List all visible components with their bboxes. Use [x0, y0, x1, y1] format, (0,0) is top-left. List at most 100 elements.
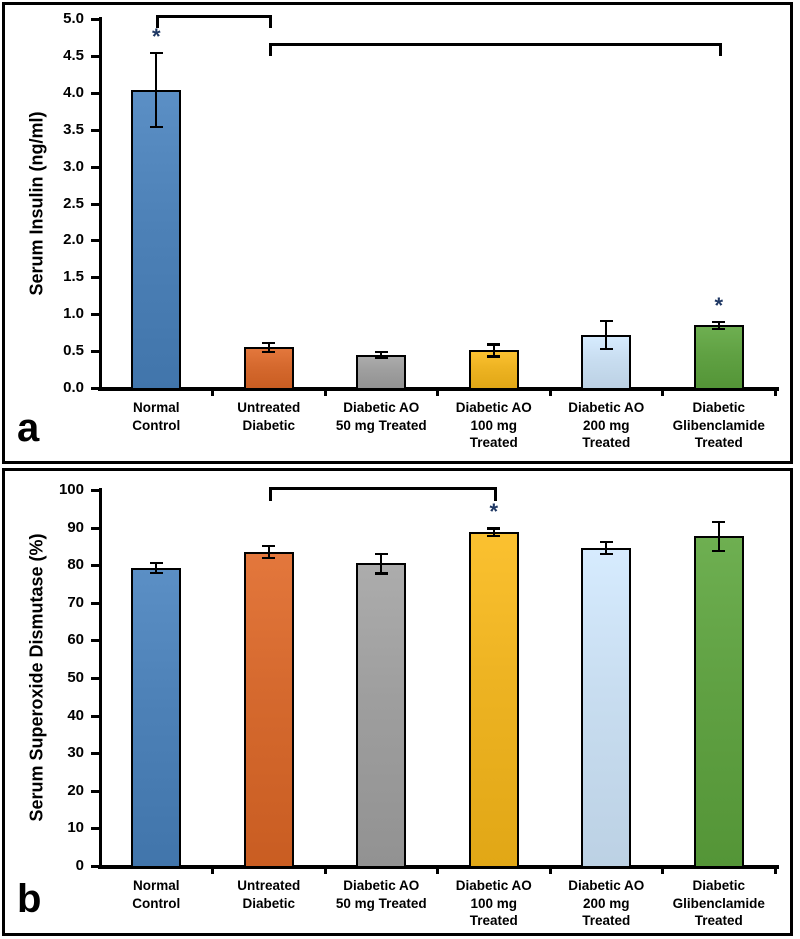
y-axis-tick — [91, 489, 100, 492]
y-tick-label: 2.0 — [63, 231, 84, 249]
significance-bracket-1-right-tick — [718, 43, 722, 56]
bar-0 — [131, 567, 182, 868]
error-bar-line-5 — [717, 521, 720, 551]
error-bar-line-2 — [380, 553, 383, 574]
error-bar-cap-bottom-0 — [149, 125, 163, 129]
x-axis-tick — [211, 868, 214, 874]
x-axis-tick — [773, 868, 777, 874]
significance-bracket-0-bar — [268, 487, 497, 490]
bar-5 — [693, 536, 744, 868]
y-axis-tick — [91, 752, 100, 756]
error-bar-line-0 — [155, 52, 158, 127]
x-category-label-0: Normal Control — [132, 400, 181, 433]
y-tick-label: 5.0 — [63, 10, 84, 27]
y-axis-tick — [91, 714, 100, 718]
y-axis-tick — [91, 350, 100, 354]
bar-3 — [468, 532, 519, 868]
x-category-label-2: Diabetic AO 50 mg Treated — [335, 878, 427, 911]
error-bar-cap-bottom-3 — [487, 355, 501, 358]
x-category-label-4: Diabetic AO 200 mg Treated — [568, 878, 645, 928]
y-axis-line — [99, 17, 102, 391]
significance-asterisk-bar-5: * — [714, 292, 724, 318]
x-category-label-5: Diabetic Glibenclamide Treated — [672, 878, 765, 928]
x-axis-line — [98, 865, 779, 869]
error-bar-cap-top-2 — [374, 552, 388, 556]
significance-bracket-0-right-tick — [268, 15, 272, 28]
y-tick-label: 80 — [67, 556, 84, 574]
significance-bracket-0-left-tick — [156, 15, 160, 28]
y-axis-tick — [91, 54, 100, 58]
y-axis-tick — [91, 564, 100, 568]
bar-3 — [468, 350, 519, 390]
y-axis-tick — [91, 387, 100, 390]
y-axis-tick — [91, 789, 100, 793]
y-axis-tick — [91, 18, 100, 21]
y-tick-label: 100 — [58, 481, 84, 498]
error-bar-cap-bottom-1 — [262, 556, 276, 560]
error-bar-line-3 — [492, 528, 495, 536]
y-axis-tick — [91, 91, 100, 95]
error-bar-cap-top-0 — [149, 561, 163, 565]
error-bar-cap-bottom-2 — [374, 356, 388, 360]
y-axis-tick — [91, 128, 100, 132]
y-axis-tick — [91, 865, 100, 868]
error-bar-cap-bottom-4 — [599, 552, 613, 556]
significance-bracket-0-left-tick — [268, 487, 272, 501]
error-bar-cap-bottom-2 — [374, 572, 388, 575]
error-bar-line-5 — [717, 321, 720, 329]
y-tick-label: 2.5 — [63, 194, 84, 212]
y-tick-label: 10 — [67, 819, 84, 837]
error-bar-line-4 — [605, 541, 608, 554]
error-bar-line-1 — [267, 545, 270, 558]
bar-4 — [581, 547, 632, 868]
panel-b: Serum Superoxide Dismutase (%) b 0 10 20 30… — [2, 468, 793, 936]
bar-1 — [243, 347, 294, 390]
bar-5 — [693, 325, 744, 390]
error-bar-cap-top-4 — [599, 540, 613, 544]
y-tick-label: 70 — [67, 593, 84, 611]
error-bar-line-4 — [605, 320, 608, 349]
x-axis-tick — [661, 390, 664, 396]
y-tick-label: 1.0 — [63, 305, 84, 323]
error-bar-cap-top-2 — [374, 350, 388, 354]
x-axis-tick — [661, 868, 664, 874]
x-axis-tick — [548, 868, 552, 874]
bar-1 — [243, 551, 294, 868]
y-tick-label: 40 — [67, 706, 84, 724]
significance-asterisk-bar-0: * — [151, 23, 161, 49]
x-category-label-3: Diabetic AO 100 mg Treated — [455, 400, 532, 450]
error-bar-cap-bottom-5 — [712, 549, 726, 553]
x-category-label-5: Diabetic Glibenclamide Treated — [672, 400, 765, 450]
y-axis-line — [99, 488, 102, 869]
error-bar-line-0 — [155, 562, 158, 573]
y-tick-label: 0.0 — [63, 379, 84, 396]
error-bar-cap-top-5 — [712, 320, 726, 324]
y-tick-label: 3.0 — [63, 157, 84, 175]
error-bar-cap-top-1 — [262, 341, 276, 345]
error-bar-cap-bottom-0 — [149, 571, 163, 575]
x-category-label-2: Diabetic AO 50 mg Treated — [335, 400, 427, 433]
error-bar-cap-bottom-3 — [487, 534, 501, 538]
y-axis-tick — [91, 276, 100, 280]
y-tick-label: 3.5 — [63, 120, 84, 138]
x-axis-tick — [773, 390, 777, 396]
y-tick-label: 20 — [67, 781, 84, 799]
significance-asterisk-bar-3: * — [489, 499, 499, 525]
y-tick-label: 4.5 — [63, 46, 84, 64]
bar-4 — [581, 334, 632, 390]
y-tick-label: 1.5 — [63, 268, 84, 286]
panel-letter-a: a — [17, 406, 40, 450]
bar-2 — [356, 563, 407, 868]
y-tick-label: 50 — [67, 669, 84, 686]
error-bar-line-2 — [380, 351, 383, 358]
y-axis-tick — [91, 601, 100, 605]
error-bar-cap-top-4 — [599, 319, 613, 323]
bar-2 — [356, 354, 407, 390]
error-bar-cap-top-3 — [487, 527, 501, 530]
significance-bracket-0-bar — [156, 15, 272, 18]
error-bar-line-1 — [267, 342, 270, 352]
x-axis-tick — [323, 390, 327, 396]
significance-bracket-1-bar — [268, 43, 722, 46]
x-category-label-1: Untreated Diabetic — [237, 878, 301, 911]
